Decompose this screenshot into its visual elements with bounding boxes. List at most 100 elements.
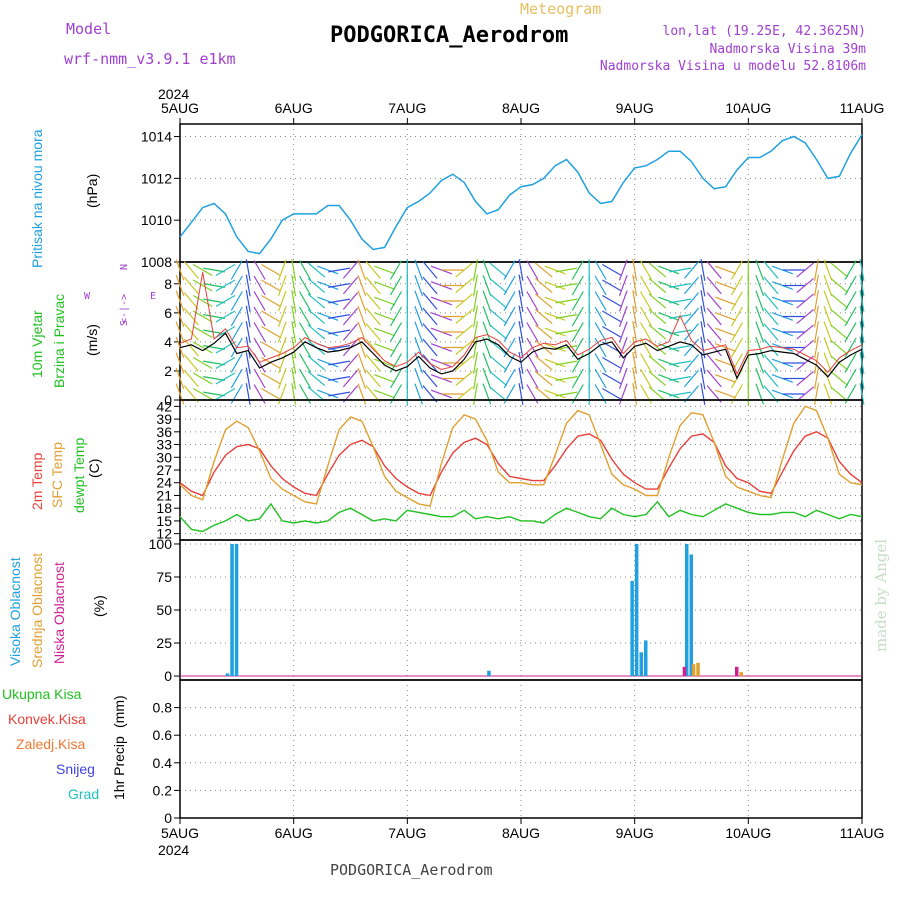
- wind-arrow: [771, 389, 794, 399]
- wind-arrow: [230, 291, 243, 311]
- wind-arrow: [544, 312, 566, 321]
- mid-cloud-bar: [739, 672, 743, 677]
- wind-arrow: [763, 369, 779, 388]
- wind-arrow: [430, 296, 453, 306]
- high-cloud-bar: [639, 652, 643, 677]
- wind-arrow: [859, 305, 865, 328]
- wind-arrow: [489, 355, 508, 371]
- wind-arrow: [489, 293, 508, 309]
- wind-arrow: [632, 274, 638, 297]
- wind-arrow: [669, 360, 692, 366]
- wind-arrow: [230, 368, 243, 389]
- wind-arrow: [503, 291, 516, 311]
- wind-arrow: [175, 290, 185, 312]
- wind-arrow: [755, 383, 765, 405]
- wind-arrow: [277, 383, 287, 405]
- wind-arrow: [482, 352, 492, 374]
- wind-arrow: [602, 372, 622, 385]
- wind-arrow: [291, 383, 297, 405]
- wind-arrow: [261, 294, 281, 308]
- wind-gust-line: [179, 272, 863, 376]
- year-bottom: 2024: [158, 842, 189, 858]
- wind-arrow: [291, 290, 297, 312]
- wind-arrow: [715, 374, 737, 383]
- wind-arrow: [253, 368, 266, 389]
- wind-arrow: [261, 263, 281, 277]
- wind-arrow: [518, 321, 524, 343]
- wind-arrow: [823, 336, 833, 359]
- wind-arrow: [683, 323, 700, 341]
- wind-arrow: [215, 294, 236, 308]
- wind-arrow: [183, 292, 199, 310]
- wind-arrow: [230, 275, 243, 296]
- wind-arrow: [307, 386, 326, 402]
- wind-arrow: [763, 307, 779, 326]
- wind-arrow: [389, 306, 403, 327]
- wind-arrow: [755, 336, 765, 359]
- cloud-panel: 0 25 50 75 100: [149, 536, 863, 684]
- wind-arrow: [422, 261, 438, 279]
- legend-frz: Zaledj.Kisa: [16, 736, 85, 752]
- wind-arrow: [307, 370, 326, 387]
- wind-arrow: [230, 353, 243, 373]
- wind-arrow: [503, 306, 516, 327]
- wind-arrow: [253, 275, 266, 296]
- wind-arrow: [455, 370, 473, 387]
- wind-arrow: [814, 367, 819, 390]
- wind-speed-line: [179, 332, 863, 380]
- wind-arrow: [618, 305, 628, 328]
- wind-arrow: [518, 352, 524, 374]
- wind-arrow: [555, 267, 578, 273]
- x-tick-label-bottom: 11AUG: [840, 825, 885, 841]
- wind-arrow: [730, 291, 744, 311]
- y-tick-label: 24: [156, 475, 172, 491]
- wind-arrow: [859, 336, 865, 359]
- wind-arrow: [602, 325, 622, 339]
- wind-arrow: [422, 276, 438, 295]
- wind-arrow: [455, 355, 473, 371]
- y-tick-label: 0.8: [153, 700, 173, 716]
- wind-arrow: [544, 265, 566, 275]
- wind-arrow: [245, 290, 251, 312]
- wind-compass: W <-|-> N S E: [84, 264, 156, 326]
- wind-arrow: [706, 354, 722, 372]
- wind-arrow: [658, 265, 680, 275]
- wind-arrow: [669, 267, 692, 273]
- wind-arrow: [814, 336, 819, 359]
- precip-legend: Ukupna Kisa Konvek.Kisa Zaledj.Kisa Snij…: [2, 686, 99, 802]
- wind-arrow: [639, 337, 653, 358]
- wind-arrow: [639, 260, 653, 280]
- wind-arrow: [317, 296, 339, 306]
- wind-arrow: [192, 325, 213, 339]
- wind-arrow: [763, 354, 779, 372]
- wind-unit: (m/s): [84, 324, 100, 356]
- wind-arrow: [291, 352, 297, 374]
- wind-arrow: [526, 353, 539, 373]
- wind-arrow: [639, 353, 653, 373]
- wind-arrow: [245, 305, 251, 328]
- wind-arrow: [715, 343, 737, 352]
- wind-arrow: [859, 367, 865, 390]
- wind-arrow: [771, 327, 794, 337]
- wind-arrow: [253, 337, 266, 358]
- wind-arrow: [203, 345, 226, 350]
- wind-arrow: [755, 321, 765, 343]
- wind-arrow: [796, 386, 814, 402]
- pressure-unit: (hPa): [84, 174, 100, 208]
- wind-arrow: [183, 323, 199, 341]
- wind-arrow: [632, 305, 638, 328]
- wind-arrow: [706, 292, 722, 310]
- y-tick-label: 36: [156, 424, 172, 440]
- wind-arrow: [203, 283, 226, 288]
- wind-arrow: [771, 374, 794, 383]
- wind-arrow: [648, 262, 667, 278]
- wind-ylabel-sub: Brzina i Pravac: [51, 294, 67, 388]
- wind-arrow: [814, 352, 819, 374]
- wind-arrow: [571, 260, 584, 280]
- wind-arrow: [307, 355, 326, 371]
- model-elevation-label: Nadmorska Visina u modelu 52.8106m: [600, 59, 866, 74]
- wind-arrow: [534, 262, 553, 278]
- wind-arrow: [261, 279, 281, 292]
- wind-arrow: [639, 322, 653, 342]
- wind-arrow: [814, 274, 819, 297]
